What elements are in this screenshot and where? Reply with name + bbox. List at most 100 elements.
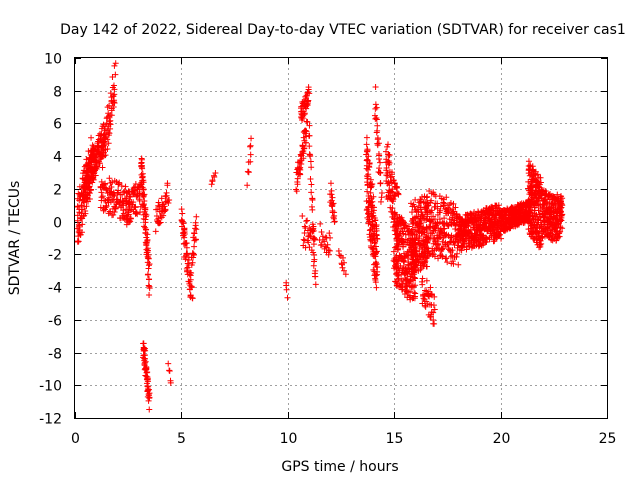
y-tick-label: -2 bbox=[48, 248, 62, 264]
data-point bbox=[402, 253, 409, 260]
y-axis-ticks: -12 -10 -8 -6 -4 -2 0 2 4 6 8 10 bbox=[39, 52, 607, 428]
data-point bbox=[366, 163, 373, 170]
data-point bbox=[304, 118, 311, 125]
data-point bbox=[418, 220, 425, 227]
data-point bbox=[372, 83, 379, 90]
data-point bbox=[559, 225, 566, 232]
data-point bbox=[304, 217, 311, 224]
data-point bbox=[428, 207, 435, 214]
data-point bbox=[306, 90, 313, 97]
data-point bbox=[386, 151, 393, 158]
data-point bbox=[301, 230, 308, 237]
data-point bbox=[111, 62, 118, 69]
data-point bbox=[329, 194, 336, 201]
data-point bbox=[90, 176, 97, 183]
data-point bbox=[406, 288, 413, 295]
data-point bbox=[112, 60, 119, 67]
data-point bbox=[453, 210, 460, 217]
data-point bbox=[306, 132, 313, 139]
x-axis-label: GPS time / hours bbox=[281, 459, 398, 475]
data-point bbox=[112, 205, 119, 212]
data-point bbox=[431, 306, 438, 313]
data-point bbox=[325, 247, 332, 254]
data-point bbox=[419, 281, 426, 288]
data-point bbox=[188, 269, 195, 276]
data-point bbox=[394, 189, 401, 196]
data-point bbox=[408, 260, 415, 267]
data-point bbox=[431, 253, 438, 260]
data-point bbox=[106, 175, 113, 182]
data-point bbox=[99, 193, 106, 200]
data-point bbox=[411, 295, 418, 302]
data-point bbox=[247, 151, 254, 158]
data-point bbox=[83, 194, 90, 201]
data-point bbox=[299, 212, 306, 219]
data-point bbox=[306, 143, 313, 150]
data-point bbox=[441, 215, 448, 222]
data-point bbox=[110, 193, 117, 200]
data-point bbox=[365, 171, 372, 178]
data-point bbox=[152, 228, 159, 235]
data-point bbox=[303, 218, 310, 225]
data-point bbox=[430, 302, 437, 309]
data-point bbox=[339, 264, 346, 271]
data-point bbox=[305, 97, 312, 104]
data-point bbox=[111, 91, 118, 98]
data-point bbox=[144, 236, 151, 243]
data-point bbox=[294, 175, 301, 182]
data-point bbox=[559, 195, 566, 202]
data-point bbox=[383, 164, 390, 171]
data-point bbox=[373, 104, 380, 111]
data-point bbox=[180, 220, 187, 227]
data-point bbox=[145, 271, 152, 278]
data-point bbox=[423, 194, 430, 201]
data-point bbox=[498, 235, 505, 242]
data-point bbox=[312, 281, 319, 288]
data-point bbox=[437, 203, 444, 210]
data-point bbox=[244, 182, 251, 189]
data-point bbox=[106, 118, 113, 125]
data-point bbox=[95, 149, 102, 156]
y-axis-label: SDTVAR / TECUs bbox=[7, 181, 23, 296]
data-point bbox=[93, 165, 100, 172]
data-point bbox=[454, 250, 461, 257]
data-point bbox=[364, 156, 371, 163]
data-point bbox=[377, 159, 384, 166]
data-point bbox=[181, 234, 188, 241]
data-point bbox=[91, 154, 98, 161]
data-point bbox=[434, 219, 441, 226]
data-point bbox=[248, 135, 255, 142]
data-point bbox=[372, 105, 379, 112]
data-point bbox=[106, 194, 113, 201]
data-point bbox=[416, 235, 423, 242]
data-point bbox=[146, 285, 153, 292]
data-point bbox=[444, 259, 451, 266]
data-point bbox=[475, 211, 482, 218]
data-point bbox=[189, 295, 196, 302]
grid-lines bbox=[75, 58, 607, 418]
y-tick-label: -4 bbox=[48, 281, 62, 297]
data-point bbox=[390, 248, 397, 255]
data-point bbox=[431, 293, 438, 300]
data-point bbox=[435, 255, 442, 262]
data-point bbox=[423, 277, 430, 284]
data-point bbox=[544, 199, 551, 206]
data-point bbox=[105, 140, 112, 147]
data-point bbox=[558, 214, 565, 221]
data-point bbox=[104, 136, 111, 143]
y-tick-label: 0 bbox=[53, 216, 62, 232]
data-point bbox=[496, 232, 503, 239]
data-point bbox=[312, 273, 319, 280]
data-point bbox=[101, 141, 108, 148]
data-point bbox=[146, 276, 153, 283]
data-point bbox=[433, 245, 440, 252]
data-point bbox=[114, 190, 121, 197]
data-point bbox=[144, 249, 151, 256]
data-point bbox=[308, 181, 315, 188]
data-point bbox=[142, 358, 149, 365]
data-point bbox=[342, 271, 349, 278]
data-point bbox=[336, 252, 343, 259]
data-point bbox=[100, 207, 107, 214]
data-point bbox=[142, 219, 149, 226]
data-point bbox=[437, 207, 444, 214]
